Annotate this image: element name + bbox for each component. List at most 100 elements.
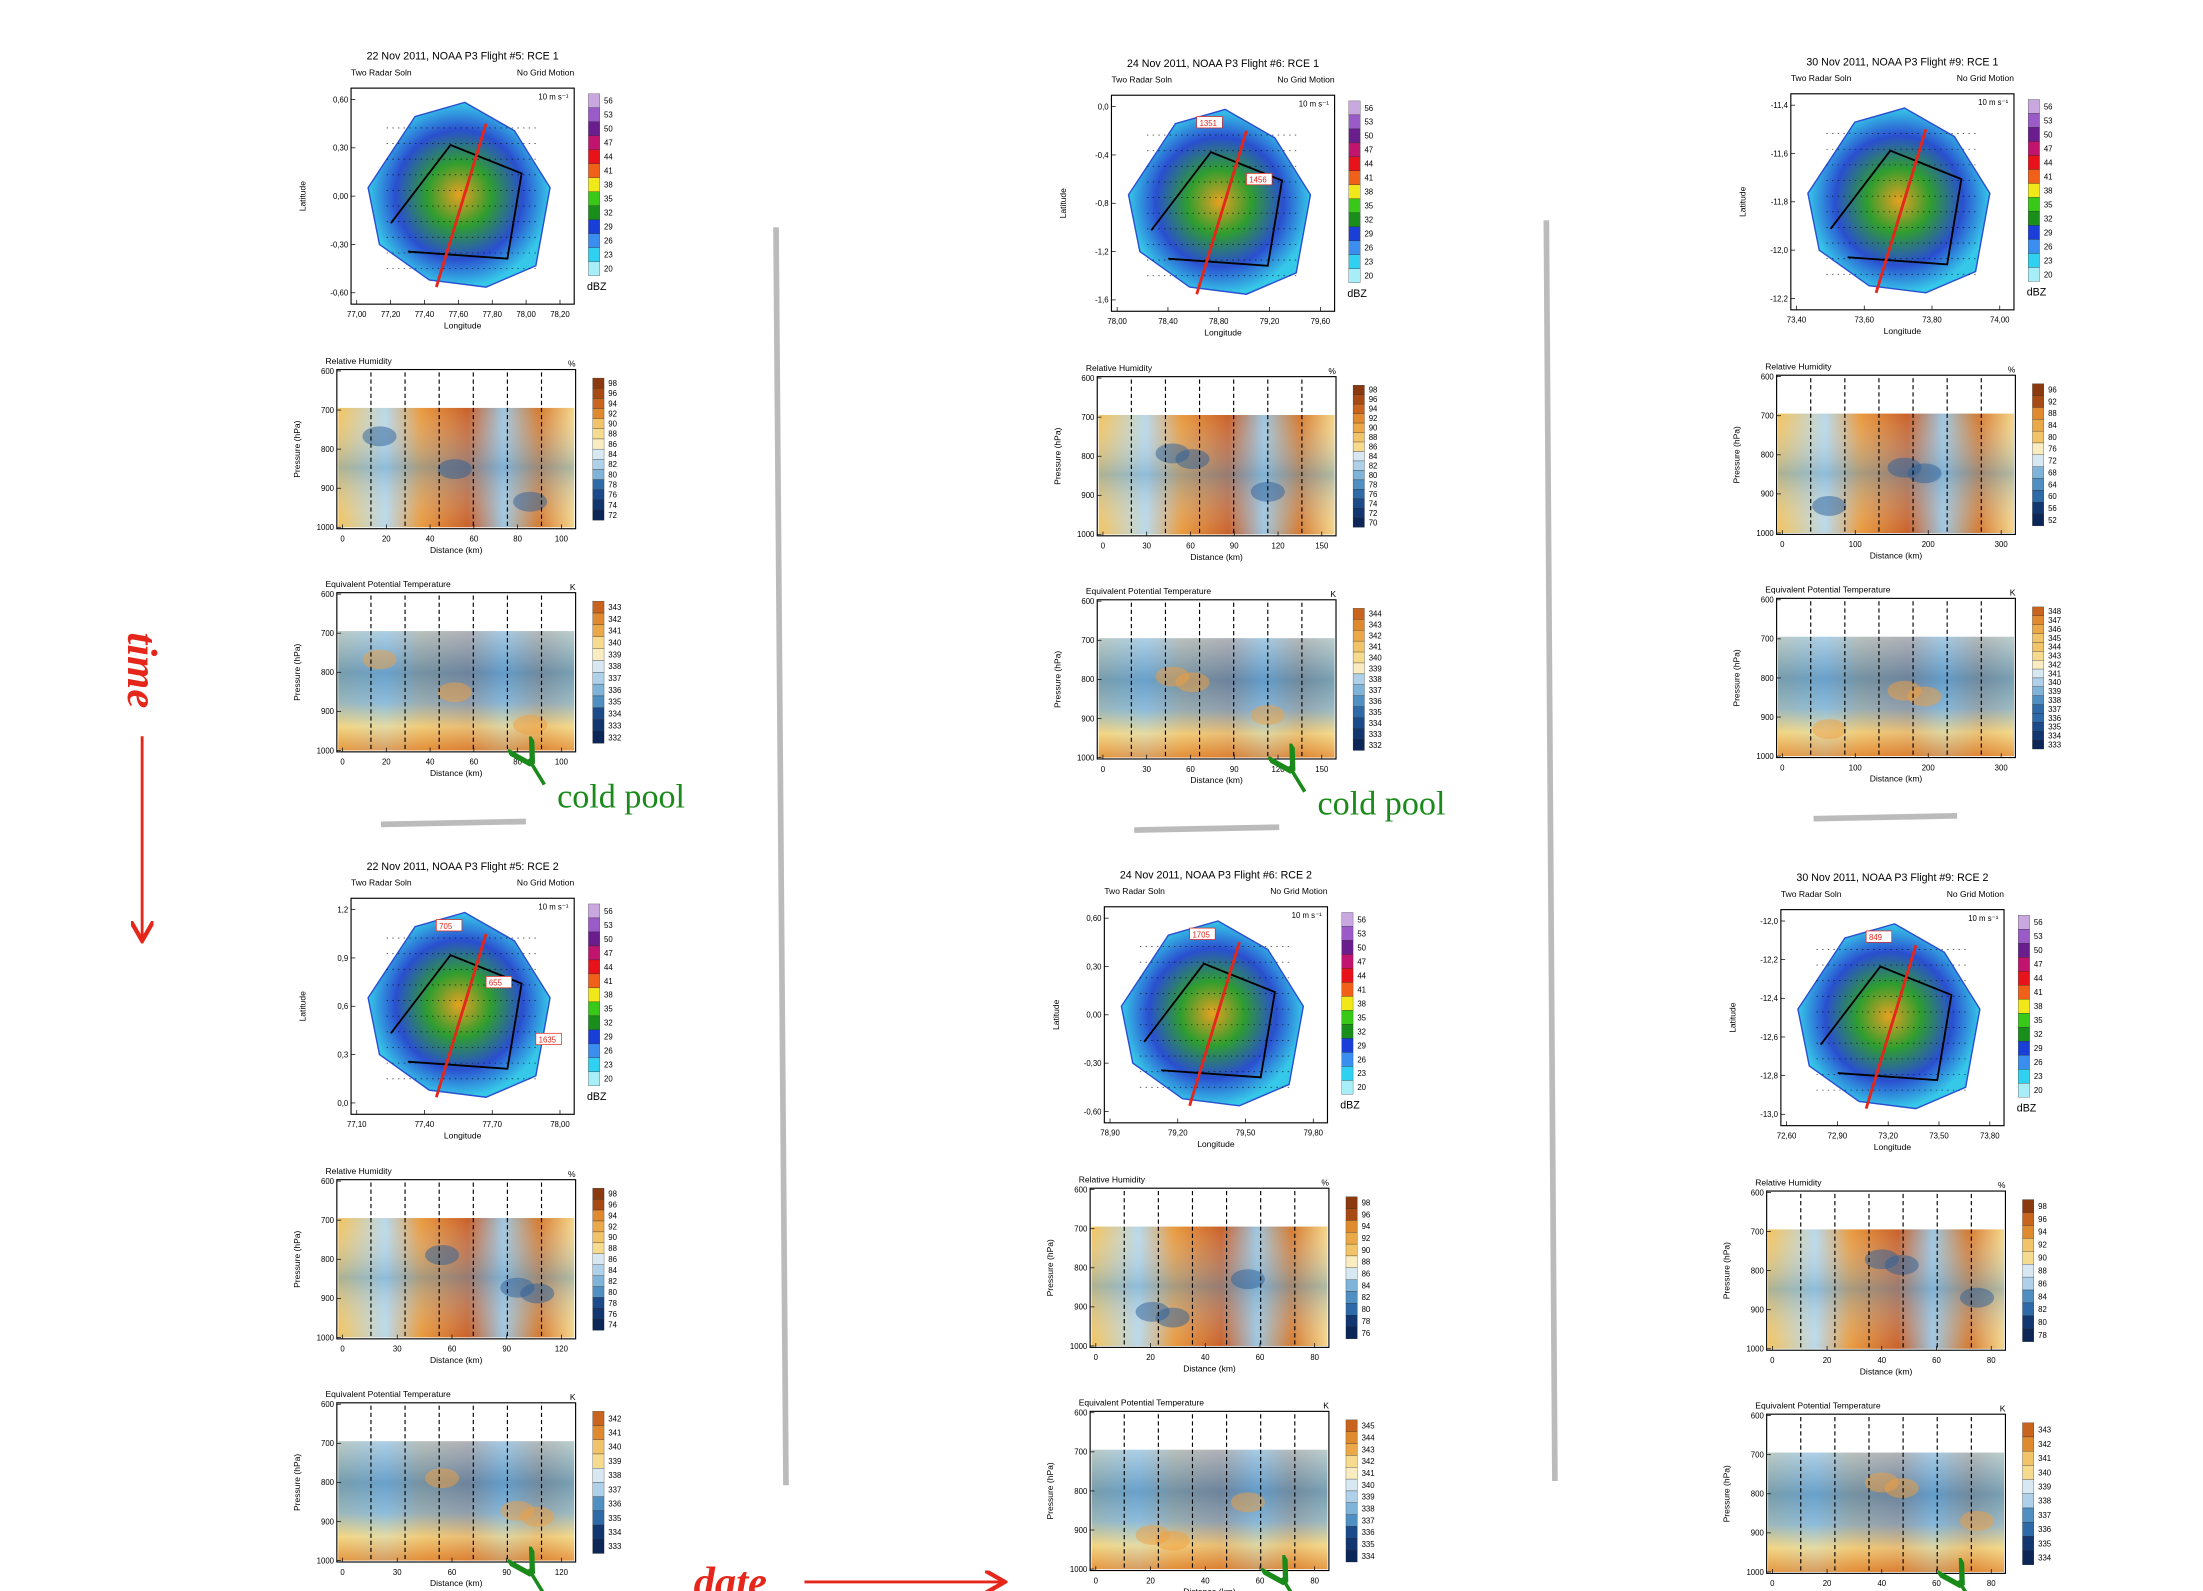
y-axis-label: Latitude bbox=[1051, 999, 1061, 1030]
y-tick-label: 600 bbox=[1081, 597, 1095, 606]
colorbar-label: 53 bbox=[2044, 116, 2053, 125]
separator bbox=[381, 822, 526, 825]
x-tick-label: 40 bbox=[1201, 1353, 1210, 1362]
colorbar-label: 50 bbox=[1364, 132, 1373, 141]
x-tick-label: 79,60 bbox=[1311, 317, 1331, 326]
colorbar-label: 50 bbox=[2044, 130, 2053, 139]
colorbar-cell bbox=[1342, 926, 1353, 940]
colorbar-label: 337 bbox=[1362, 1516, 1375, 1525]
y-axis-label: Pressure (hPa) bbox=[292, 1230, 302, 1287]
colorbar-label: 29 bbox=[1364, 230, 1373, 239]
colorbar-label: 344 bbox=[2048, 643, 2062, 652]
colorbar-unit: dBZ bbox=[1347, 288, 1367, 300]
colorbar-label: 343 bbox=[2048, 652, 2061, 661]
colorbar-cell bbox=[2018, 915, 2029, 929]
colorbar-label: 44 bbox=[2044, 158, 2053, 167]
colorbar-label: 347 bbox=[2048, 616, 2061, 625]
colorbar-label: 26 bbox=[1364, 244, 1373, 253]
colorbar-cell bbox=[1349, 185, 1360, 199]
colorbar-label: 340 bbox=[2038, 1468, 2052, 1477]
colorbar-label: 338 bbox=[608, 662, 621, 671]
colorbar-label: 92 bbox=[608, 1222, 617, 1231]
colorbar-label: 64 bbox=[2048, 480, 2057, 489]
y-tick-label: 700 bbox=[321, 629, 335, 638]
colorbar-cell bbox=[1349, 129, 1360, 143]
x-tick-label: 100 bbox=[555, 758, 569, 767]
flight-label: 849 bbox=[1869, 933, 1882, 942]
x-tick-label: 78,40 bbox=[1158, 317, 1178, 326]
time-label: time bbox=[118, 632, 165, 708]
panel-title: Relative Humidity bbox=[325, 356, 392, 366]
x-tick-label: 90 bbox=[502, 1345, 511, 1354]
colorbar-cell bbox=[593, 1199, 604, 1210]
colorbar-label: 96 bbox=[608, 389, 617, 398]
y-tick-label: 600 bbox=[321, 1177, 335, 1186]
subtitle: No Grid Motion bbox=[517, 877, 575, 887]
subtitle: Two Radar Soln bbox=[1111, 74, 1172, 84]
colorbar-label: 86 bbox=[608, 1255, 617, 1264]
colorbar-label: 52 bbox=[2048, 516, 2057, 525]
colorbar-cell bbox=[2018, 1013, 2029, 1027]
colorbar-cell bbox=[593, 625, 604, 637]
colorbar-label: 29 bbox=[604, 1033, 613, 1042]
subtitle: No Grid Motion bbox=[1947, 889, 2005, 899]
colorbar-cell bbox=[593, 1265, 604, 1276]
colorbar-cell bbox=[2018, 985, 2029, 999]
colorbar-cell bbox=[2022, 1212, 2033, 1225]
colorbar-cell bbox=[2032, 678, 2043, 687]
y-tick-label: 900 bbox=[321, 1517, 335, 1526]
colorbar-cell bbox=[2022, 1329, 2033, 1342]
y-tick-label: 0,3 bbox=[337, 1050, 348, 1059]
x-tick-label: 60 bbox=[1256, 1353, 1265, 1362]
colorbar-cell bbox=[1346, 1444, 1357, 1456]
subtitle: No Grid Motion bbox=[517, 67, 575, 77]
colorbar-cell bbox=[593, 439, 604, 449]
contour-blob bbox=[425, 1245, 459, 1265]
x-tick-label: 90 bbox=[1230, 765, 1239, 774]
colorbar-label: 32 bbox=[2034, 1030, 2043, 1039]
panel-title: Relative Humidity bbox=[325, 1166, 392, 1176]
colorbar-cell bbox=[2022, 1551, 2033, 1565]
colorbar-cell bbox=[593, 649, 604, 661]
colorbar-label: 98 bbox=[1369, 386, 1378, 395]
y-tick-label: -13,0 bbox=[1760, 1110, 1778, 1119]
colorbar-cell bbox=[593, 1254, 604, 1265]
unit: K bbox=[2010, 588, 2016, 598]
colorbar-cell bbox=[2022, 1423, 2033, 1437]
x-tick-label: 20 bbox=[1146, 1353, 1155, 1362]
colorbar-unit: dBZ bbox=[587, 1091, 607, 1103]
y-tick-label: 1000 bbox=[1077, 753, 1095, 762]
colorbar-cell bbox=[1353, 489, 1364, 498]
y-tick-label: 600 bbox=[321, 590, 335, 599]
contour-field bbox=[338, 1218, 574, 1337]
colorbar-cell bbox=[2028, 239, 2039, 253]
colorbar-label: 80 bbox=[608, 470, 617, 479]
colorbar-label: 78 bbox=[608, 1299, 617, 1308]
x-tick-label: 20 bbox=[382, 758, 391, 767]
colorbar-label: 338 bbox=[1362, 1505, 1375, 1514]
x-tick-label: 20 bbox=[1823, 1579, 1832, 1588]
colorbar-label: 35 bbox=[2044, 200, 2053, 209]
y-tick-label: -1,6 bbox=[1095, 296, 1108, 305]
panel-title: Equivalent Potential Temperature bbox=[1079, 1398, 1205, 1408]
colorbar-cell bbox=[2032, 396, 2043, 408]
x-tick-label: 73,20 bbox=[1878, 1131, 1898, 1140]
y-axis-label: Pressure (hPa) bbox=[1052, 427, 1062, 484]
colorbar-cell bbox=[1353, 696, 1364, 707]
colorbar-cell bbox=[593, 672, 604, 684]
scale-label: 10 m s⁻¹ bbox=[1292, 911, 1323, 920]
contour-blob bbox=[438, 459, 472, 479]
colorbar-cell bbox=[1353, 395, 1364, 404]
y-axis-label: Pressure (hPa) bbox=[1052, 651, 1062, 708]
colorbar-cell bbox=[1353, 461, 1364, 470]
colorbar-label: 335 bbox=[1362, 1540, 1376, 1549]
x-tick-label: 0 bbox=[1770, 1356, 1775, 1365]
y-tick-label: 0,00 bbox=[333, 192, 349, 201]
x-axis-label: Longitude bbox=[1884, 326, 1922, 336]
x-tick-label: 79,20 bbox=[1260, 317, 1280, 326]
colorbar-cell bbox=[1349, 255, 1360, 269]
colorbar-label: 96 bbox=[2038, 1215, 2047, 1224]
colorbar-label: 340 bbox=[608, 1443, 622, 1452]
x-tick-label: 79,80 bbox=[1304, 1129, 1324, 1138]
x-tick-label: 40 bbox=[426, 758, 435, 767]
